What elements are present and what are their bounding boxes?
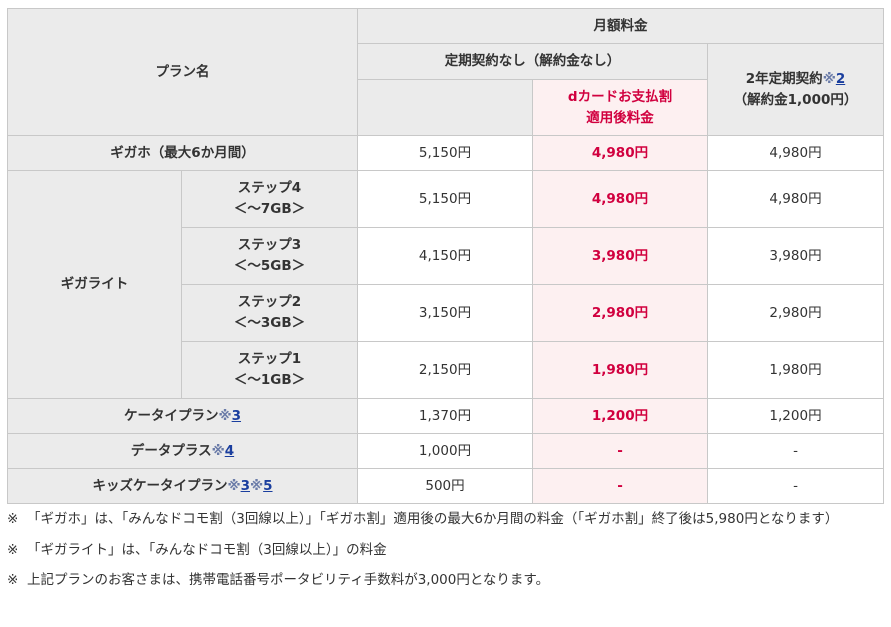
price-two-year: - [706,468,885,504]
footnote-link-3[interactable]: 3 [240,477,250,494]
price-dcard: 4,980円 [532,135,708,171]
plan-name-gigaho: ギガホ（最大6か月間） [7,135,358,171]
price-no-contract: 2,150円 [357,341,533,399]
price-table: プラン名 月額料金 定期契約なし（解約金なし） 2年定期契約※2 （解約金1,0… [7,8,885,504]
plan-name-text: データプラス [130,442,212,459]
price-no-contract: 4,150円 [357,227,533,285]
footnote-link-2[interactable]: 2 [835,70,846,87]
table-row-data-plus: データプラス※4 1,000円 - - [7,433,885,469]
no-contract-header: 定期契約なし（解約金なし） [357,43,708,80]
footnote-gigaho: ※ 「ギガホ」は、「みんなドコモ割（3回線以上）」「ギガホ割」適用後の最大6か月間… [7,509,883,531]
step-capacity: ＜～3GB＞ [233,315,306,331]
table-row-gigaho: ギガホ（最大6か月間） 5,150円 4,980円 4,980円 [7,135,885,171]
monthly-fee-header: 月額料金 [356,8,885,44]
two-year-header-text: 2年定期契約 [745,70,823,87]
plan-name-gigalite: ギガライト [7,170,182,399]
footnote-link-5[interactable]: 5 [263,477,273,494]
note-mark: ※ [7,511,19,527]
table-row-gigalite-step3: ステップ3 ＜～5GB＞ 4,150円 3,980円 3,980円 [8,227,885,285]
table-row-keitai-plan: ケータイプラン※3 1,370円 1,200円 1,200円 [7,398,885,434]
plan-name-kids-keitai: キッズケータイプラン※3※5 [7,468,358,504]
footnote-mark-2: ※ [250,477,264,494]
note-text: 上記プランのお客さまは、携帯電話番号ポータビリティ手数料が3,000円となります… [27,572,550,589]
footnote-mnp-fee: ※ 上記プランのお客さまは、携帯電話番号ポータビリティ手数料が3,000円となりま… [7,570,883,592]
plan-name-text: ケータイプラン [123,407,219,424]
price-two-year: 3,980円 [706,227,885,285]
note-mark: ※ [7,541,19,558]
footnote-mark: ※ [218,407,232,424]
price-dcard: 4,980円 [532,170,708,228]
price-dcard: 3,980円 [532,227,708,285]
two-year-header-sub: （解約金1,000円） [733,91,858,108]
price-no-contract: 500円 [357,468,533,504]
price-dcard: 2,980円 [532,284,708,342]
step-label: ステップ4 ＜～7GB＞ [181,170,358,228]
note-mark: ※ [7,572,19,589]
price-two-year: 4,980円 [706,170,885,228]
step-capacity: ＜～7GB＞ [233,201,306,217]
two-year-contract-header: 2年定期契約※2 （解約金1,000円） [706,43,885,136]
plan-name-keitai: ケータイプラン※3 [7,398,358,434]
price-two-year: 4,980円 [706,135,885,171]
footnote-link-4[interactable]: 4 [224,442,235,459]
no-contract-blank-header [357,79,533,136]
step-label: ステップ2 ＜～3GB＞ [181,284,358,342]
header-row-2: 定期契約なし（解約金なし） 2年定期契約※2 （解約金1,000円） [8,43,885,136]
step-name: ステップ4 [237,180,302,197]
note-text: 「ギガホ」は、「みんなドコモ割（3回線以上）」「ギガホ割」適用後の最大6か月間の… [27,511,839,527]
note-text: 「ギガライト」は、「みんなドコモ割（3回線以上）」の料金 [27,541,387,558]
footnote-link-3[interactable]: 3 [231,407,242,424]
footnote-mark: ※ [227,477,241,494]
step-name: ステップ3 [237,237,302,254]
step-label: ステップ1 ＜～1GB＞ [181,341,358,399]
step-name: ステップ1 [237,351,302,368]
plan-name-text: キッズケータイプラン [92,477,228,494]
header-row-1: プラン名 月額料金 [7,8,885,136]
price-two-year: 1,200円 [706,398,885,434]
header-row-3: dカードお支払割 適用後料金 [8,79,884,136]
step-capacity: ＜～1GB＞ [233,372,306,388]
price-no-contract: 3,150円 [357,284,533,342]
price-two-year: - [706,433,885,469]
price-dcard: 1,980円 [532,341,708,399]
table-row-gigalite-step1: ステップ1 ＜～1GB＞ 2,150円 1,980円 1,980円 [8,341,885,399]
price-dcard: 1,200円 [532,398,708,434]
table-row-kids-keitai: キッズケータイプラン※3※5 500円 - - [7,468,885,504]
step-label: ステップ3 ＜～5GB＞ [181,227,358,285]
price-no-contract: 1,000円 [357,433,533,469]
plan-name-data-plus: データプラス※4 [7,433,358,469]
table-row-gigalite-step2: ステップ2 ＜～3GB＞ 3,150円 2,980円 2,980円 [8,284,885,342]
price-no-contract: 1,370円 [357,398,533,434]
price-dcard: - [532,468,708,504]
price-two-year: 1,980円 [706,341,885,399]
table-row-gigalite-step4: ギガライト ステップ4 ＜～7GB＞ 5,150円 4,980円 4,980円 [7,170,885,399]
footnote-mark: ※ [211,442,225,459]
step-capacity: ＜～5GB＞ [233,258,306,274]
footnotes: ※ 「ギガホ」は、「みんなドコモ割（3回線以上）」「ギガホ割」適用後の最大6か月間… [7,509,883,601]
dcard-header-line2: 適用後料金 [586,109,654,126]
plan-name-header: プラン名 [7,8,358,136]
two-year-header-mark: ※ [822,70,836,87]
footnote-gigalite: ※ 「ギガライト」は、「みんなドコモ割（3回線以上）」の料金 [7,540,883,562]
price-two-year: 2,980円 [706,284,885,342]
price-no-contract: 5,150円 [357,170,533,228]
dcard-header-line1: dカードお支払割 [567,88,673,105]
step-name: ステップ2 [237,294,302,311]
price-no-contract: 5,150円 [357,135,533,171]
dcard-discount-header: dカードお支払割 適用後料金 [532,79,708,136]
price-dcard: - [532,433,708,469]
